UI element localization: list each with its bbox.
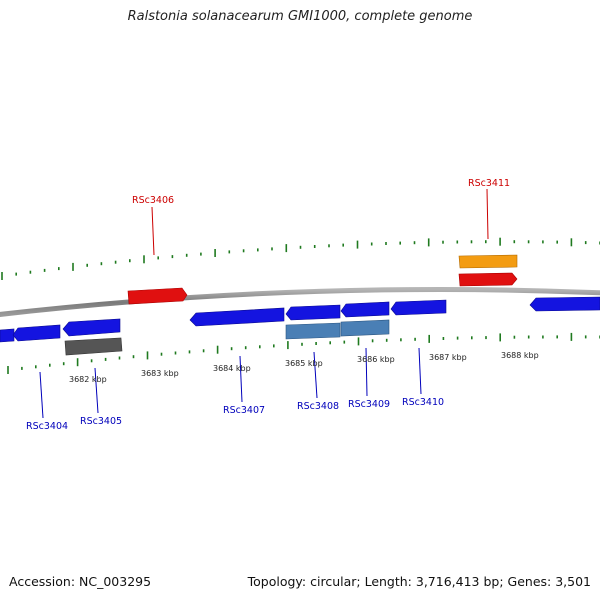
kbp-label: 3687 kbp <box>429 353 467 362</box>
gene-RSc3406[interactable] <box>127 287 188 305</box>
kbp-label: 3683 kbp <box>141 369 179 378</box>
accession-text: Accession: NC_003295 <box>9 574 152 589</box>
gene-label-RSc3406[interactable]: RSc3406 <box>132 195 174 206</box>
kbp-label: 3682 kbp <box>69 375 107 384</box>
forward-leader-lines <box>151 188 489 256</box>
gene-RSc3409[interactable] <box>340 301 390 318</box>
gene-RSc3411[interactable] <box>458 272 518 287</box>
gene-RSc3405-gray[interactable] <box>64 337 123 356</box>
leader-RSc3404 <box>39 371 44 419</box>
leader-RSc3410 <box>418 347 422 395</box>
leader-RSc3411 <box>486 188 489 240</box>
forward-genes <box>127 254 518 305</box>
kbp-label: 3688 kbp <box>501 351 539 360</box>
gene-RSc3409-lightblue[interactable] <box>340 319 390 337</box>
upper-tick-ring <box>1 237 600 280</box>
reverse-leader-lines <box>39 347 422 419</box>
gene-label-RSc3407[interactable]: RSc3407 <box>223 405 265 416</box>
genome-summary-text: Topology: circular; Length: 3,716,413 bp… <box>247 574 591 589</box>
kbp-label: 3686 kbp <box>357 355 395 364</box>
leader-RSc3406 <box>151 206 155 256</box>
gene-label-RSc3405[interactable]: RSc3405 <box>80 416 122 427</box>
gene-label-RSc3411[interactable]: RSc3411 <box>468 178 510 189</box>
kbp-label: 3684 kbp <box>213 364 251 373</box>
forward-gene-labels: RSc3406 RSc3411 <box>132 178 510 206</box>
gene-RSc3408-lightblue[interactable] <box>285 322 341 340</box>
gene-RSc3405-blue[interactable] <box>62 318 121 337</box>
gene-RSc3410[interactable] <box>390 299 447 316</box>
lower-tick-ring <box>7 332 600 374</box>
leader-RSc3407 <box>239 355 243 403</box>
gene-left-edge[interactable] <box>0 328 15 343</box>
gene-RSc3407[interactable] <box>189 307 285 327</box>
leader-RSc3405 <box>94 367 99 414</box>
leader-RSc3409 <box>365 347 368 397</box>
reverse-genes <box>0 296 600 356</box>
gene-right-edge[interactable] <box>529 296 600 312</box>
gene-RSc3404[interactable] <box>12 324 61 342</box>
genome-title: Ralstonia solanacearum GMI1000, complete… <box>127 9 473 24</box>
gene-label-RSc3408[interactable]: RSc3408 <box>297 401 339 412</box>
gene-label-RSc3409[interactable]: RSc3409 <box>348 399 390 410</box>
reverse-gene-labels: RSc3404 RSc3405 RSc3407 RSc3408 RSc3409 … <box>26 397 444 432</box>
gene-orange-feature[interactable] <box>458 254 518 269</box>
gene-label-RSc3404[interactable]: RSc3404 <box>26 421 68 432</box>
kbp-label: 3685 kbp <box>285 359 323 368</box>
gene-label-RSc3410[interactable]: RSc3410 <box>402 397 444 408</box>
leader-RSc3408 <box>313 351 318 399</box>
kbp-scale-labels: 3682 kbp 3683 kbp 3684 kbp 3685 kbp 3686… <box>69 351 539 384</box>
genome-backbone <box>0 286 600 317</box>
gene-RSc3408[interactable] <box>285 304 341 321</box>
